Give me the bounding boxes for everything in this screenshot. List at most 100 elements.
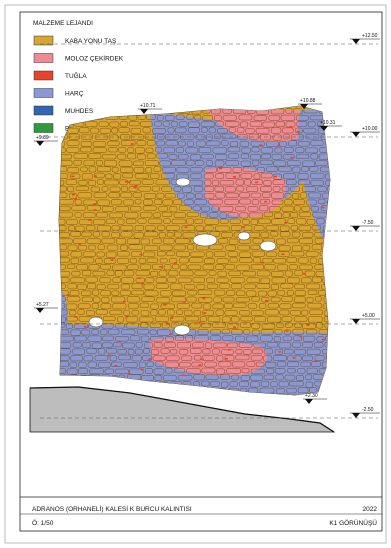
masonry-stone — [80, 166, 88, 173]
brick-fragment — [281, 253, 285, 255]
masonry-stone — [325, 218, 330, 224]
elevation-marker — [352, 319, 360, 324]
masonry-stone — [145, 368, 153, 374]
masonry-stone — [263, 348, 273, 355]
masonry-stone — [256, 283, 271, 289]
masonry-stone — [239, 257, 253, 263]
masonry-stone — [228, 394, 243, 395]
legend-item: MOLOZ ÇEKİRDEK — [33, 53, 124, 63]
masonry-stone — [158, 205, 168, 212]
masonry-stone — [59, 250, 69, 257]
masonry-stone — [206, 251, 214, 258]
masonry-stone — [167, 276, 177, 283]
masonry-stone — [215, 264, 225, 270]
masonry-stone — [161, 186, 172, 192]
masonry-stone — [260, 231, 270, 238]
masonry-stone — [193, 374, 205, 381]
masonry-stone — [282, 212, 290, 218]
masonry-stone — [188, 127, 200, 134]
masonry-stone — [220, 381, 229, 388]
masonry-stone — [310, 206, 319, 212]
masonry-stone — [270, 231, 279, 237]
masonry-stone — [138, 258, 147, 264]
masonry-stone — [109, 309, 123, 316]
masonry-stone — [67, 167, 79, 174]
ground-profile — [29, 386, 336, 433]
masonry-stone — [156, 153, 168, 159]
masonry-stone — [229, 218, 241, 225]
masonry-stone — [101, 108, 110, 114]
masonry-stone — [297, 387, 309, 394]
masonry-stone — [259, 387, 275, 394]
masonry-stone — [79, 219, 93, 225]
masonry-stone — [229, 257, 238, 263]
masonry-stone — [172, 290, 187, 297]
elevation-label: +9.89 — [36, 135, 49, 141]
masonry-stone — [266, 166, 278, 172]
masonry-stone — [96, 160, 103, 167]
masonry-stone — [217, 167, 232, 173]
masonry-stone — [247, 206, 259, 212]
elevation-label: +10.88 — [300, 98, 316, 104]
masonry-stone — [261, 296, 270, 303]
masonry-stone — [293, 296, 306, 303]
masonry-stone — [65, 303, 78, 310]
masonry-stone — [78, 245, 88, 251]
masonry-stone — [229, 381, 238, 387]
masonry-stone — [243, 225, 253, 231]
legend-item: KABA YONU TAŞ — [33, 35, 117, 46]
masonry-stone — [240, 316, 253, 322]
masonry-stone — [303, 127, 317, 134]
masonry-stone — [87, 283, 97, 290]
elevation-marker — [36, 141, 44, 146]
masonry-stone — [250, 264, 264, 270]
masonry-stone — [117, 108, 128, 115]
masonry-stone — [242, 219, 250, 225]
masonry-stone — [123, 199, 134, 206]
masonry-stone — [111, 199, 122, 206]
masonry-stone — [250, 192, 261, 199]
masonry-stone — [96, 284, 106, 290]
masonry-stone — [201, 367, 216, 374]
masonry-stone — [331, 148, 338, 153]
masonry-stone — [310, 179, 324, 186]
masonry-stone — [217, 270, 227, 277]
masonry-stone — [118, 127, 130, 133]
masonry-stone — [194, 335, 209, 342]
masonry-stone — [127, 349, 135, 355]
masonry-stone — [301, 186, 316, 192]
masonry-stone — [287, 277, 300, 284]
masonry-stone — [136, 328, 150, 335]
masonry-stone — [253, 342, 266, 349]
masonry-stone — [124, 212, 139, 219]
masonry-stone — [201, 127, 208, 133]
masonry-stone — [162, 120, 170, 127]
brick-fragment — [184, 226, 188, 229]
masonry-stone — [200, 322, 212, 329]
masonry-stone — [120, 186, 128, 192]
masonry-stone — [282, 127, 294, 134]
masonry-stone — [274, 147, 283, 154]
masonry-stone — [265, 225, 279, 231]
masonry-stone — [127, 153, 137, 160]
masonry-stone — [277, 290, 286, 296]
masonry-stone — [250, 355, 263, 361]
masonry-stone — [193, 394, 202, 395]
masonry-stone — [235, 297, 250, 303]
masonry-stone — [275, 121, 285, 128]
masonry-stone — [205, 160, 213, 166]
masonry-stone — [92, 231, 100, 238]
masonry-stone — [78, 368, 89, 375]
project-title: ADRANOS (ORHANELİ) KALESİ K BURCU KALINT… — [32, 504, 192, 513]
masonry-stone — [215, 153, 228, 160]
masonry-stone — [149, 173, 160, 179]
masonry-stone — [325, 231, 330, 238]
masonry-stone — [226, 368, 241, 375]
masonry-stone — [77, 283, 87, 290]
masonry-stone — [183, 199, 194, 205]
masonry-stone — [271, 270, 284, 277]
brick-fragment — [66, 294, 70, 296]
masonry-stone — [152, 212, 161, 218]
masonry-stone — [235, 354, 250, 361]
masonry-stone — [293, 199, 305, 206]
